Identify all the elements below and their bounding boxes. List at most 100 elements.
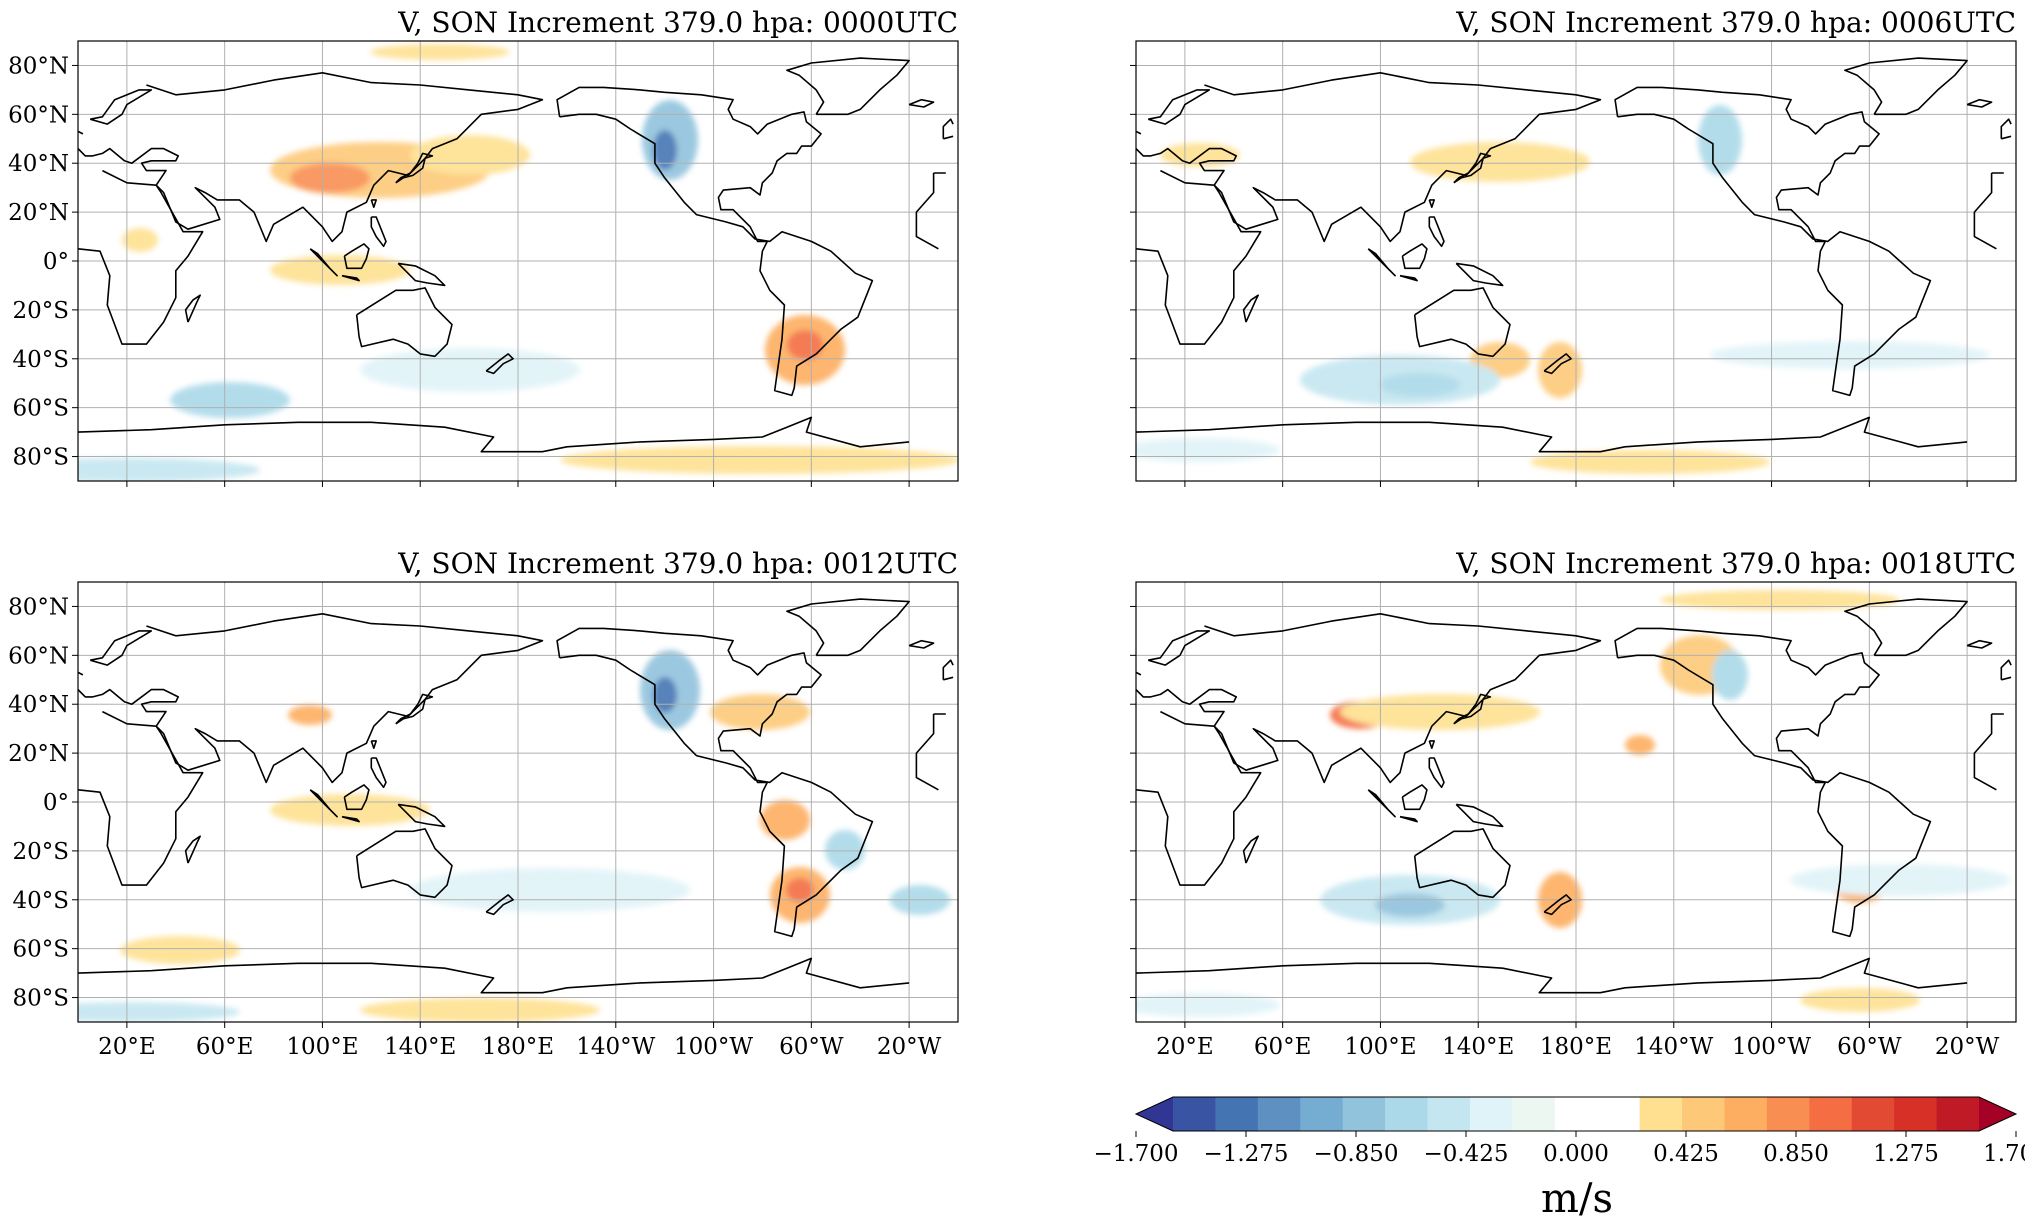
colorbar-segment	[1724, 1097, 1768, 1131]
coastline-path	[78, 169, 946, 345]
coastline-path	[1453, 693, 1492, 725]
coastline-path	[89, 89, 153, 125]
coastline-path	[78, 710, 946, 886]
colorbar-segment	[1257, 1097, 1301, 1131]
lon-tick-label: 100°E	[1344, 1034, 1416, 1060]
coastline-path	[1136, 659, 2012, 681]
coastline-path	[1413, 828, 1511, 899]
lon-tick-label: 140°E	[1442, 1034, 1514, 1060]
panel-0012utc: V, SON Increment 379.0 hpa: 0012UTC	[78, 547, 958, 1022]
colorbar-segment	[1427, 1097, 1471, 1131]
colorbar-segment	[1554, 1097, 1598, 1131]
coastline-path	[78, 72, 544, 243]
colorbar-segment	[1809, 1097, 1853, 1131]
coastline-path	[341, 815, 360, 823]
coastline-path	[309, 248, 338, 277]
colorbar-segment	[1766, 1097, 1810, 1131]
coastline-path	[1147, 89, 1211, 125]
coastline-path	[1136, 169, 2004, 345]
colorbar-segment	[1936, 1097, 1980, 1131]
lat-tick-label: 0°	[43, 790, 69, 816]
coastline-path	[908, 639, 935, 649]
colorbar-tick-label: −1.700	[1093, 1141, 1178, 1167]
coastline-path	[1844, 598, 1968, 657]
coastline-path	[1428, 740, 1435, 749]
colorbar-segment	[1682, 1097, 1725, 1131]
coastline-path	[395, 152, 434, 184]
colorbar-segment	[1215, 1097, 1259, 1131]
coastline-path	[1614, 86, 1932, 397]
coastline-path	[89, 630, 153, 666]
colorbar: −1.700 −1.275 −0.850 −0.425 0.000 0.425 0.850 1…	[1093, 1096, 2025, 1222]
coastline-path	[355, 287, 453, 358]
colorbar-outline	[1134, 1096, 2018, 1132]
coastline-path	[786, 57, 910, 116]
coastline-path	[184, 294, 201, 323]
lat-tick-label: 80°S	[12, 445, 69, 471]
colorbar-segment	[1385, 1097, 1429, 1131]
lat-tick-label: 60°S	[12, 937, 69, 963]
lat-tick-label: 40°N	[8, 692, 69, 718]
colorbar-segment	[1173, 1097, 1216, 1131]
gridlines-panel-3	[78, 582, 958, 1022]
colorbar-segment	[1639, 1097, 1683, 1131]
coastlines	[78, 57, 2012, 994]
coastline-path	[395, 693, 434, 725]
coastline-path	[370, 199, 377, 208]
coastline-path	[355, 828, 453, 899]
coastline-path	[1428, 199, 1435, 208]
lon-tick-label: 60°W	[779, 1034, 844, 1060]
lat-tick-label: 60°S	[12, 396, 69, 422]
colorbar-segment	[1851, 1097, 1895, 1131]
colorbar-segment	[1597, 1097, 1641, 1131]
colorbar-segment	[1342, 1097, 1386, 1131]
coastline-path	[1966, 639, 1993, 649]
lat-tick-label: 20°N	[8, 200, 69, 226]
coastline-path	[556, 86, 874, 397]
graticule	[78, 41, 2016, 1022]
coastline-path	[1136, 710, 2004, 886]
lat-tick-label: 20°S	[12, 839, 69, 865]
colorbar-tick-label: −0.850	[1313, 1141, 1398, 1167]
coastline-path	[1614, 627, 1932, 938]
coastline-path	[1242, 835, 1259, 864]
coastline-path	[1136, 72, 1602, 243]
coastline-path	[1399, 815, 1418, 823]
coastline-path	[78, 957, 910, 994]
coastline-path	[556, 627, 874, 938]
lon-tick-label: 20°E	[98, 1034, 156, 1060]
lat-tick-label: 20°S	[12, 298, 69, 324]
gridlines-panel-1	[78, 41, 958, 481]
coastline-path	[397, 803, 446, 828]
coastline-path	[1401, 243, 1428, 270]
lat-tick-label: 60°N	[8, 102, 69, 128]
coastline-path	[1136, 957, 1968, 994]
coastline-path	[1453, 152, 1492, 184]
lat-tick-label: 80°S	[12, 986, 69, 1012]
coastline-panel-4	[1136, 598, 2012, 994]
lon-tick-label: 140°W	[576, 1034, 655, 1060]
colorbar-tick-label: 1.275	[1873, 1141, 1939, 1167]
coastline-path	[370, 216, 387, 248]
lon-tick-label: 100°E	[286, 1034, 358, 1060]
coastline-path	[1136, 613, 1602, 784]
coastline-path	[786, 598, 910, 657]
coastline-path	[1428, 216, 1445, 248]
coastline-path	[184, 835, 201, 864]
lon-tick-label: 140°E	[384, 1034, 456, 1060]
lat-tick-label: 80°N	[8, 53, 69, 79]
lat-tick-label: 80°N	[8, 594, 69, 620]
coastline-path	[309, 789, 338, 818]
coastline-path	[343, 243, 370, 270]
colorbar-extend-min	[1136, 1097, 1173, 1131]
coastline-path	[1401, 784, 1428, 811]
lon-tick-label: 60°E	[196, 1034, 254, 1060]
lon-tick-label: 20°E	[1156, 1034, 1214, 1060]
coastline-path	[1367, 789, 1396, 818]
colorbar-unit-label: m/s	[1541, 1176, 1613, 1222]
lon-tick-label: 180°E	[1540, 1034, 1612, 1060]
colorbar-tick-label: 0.000	[1543, 1141, 1609, 1167]
coastline-path	[1543, 353, 1572, 375]
colorbar-segment	[1512, 1097, 1556, 1131]
gridlines-panel-2	[1136, 41, 2016, 481]
